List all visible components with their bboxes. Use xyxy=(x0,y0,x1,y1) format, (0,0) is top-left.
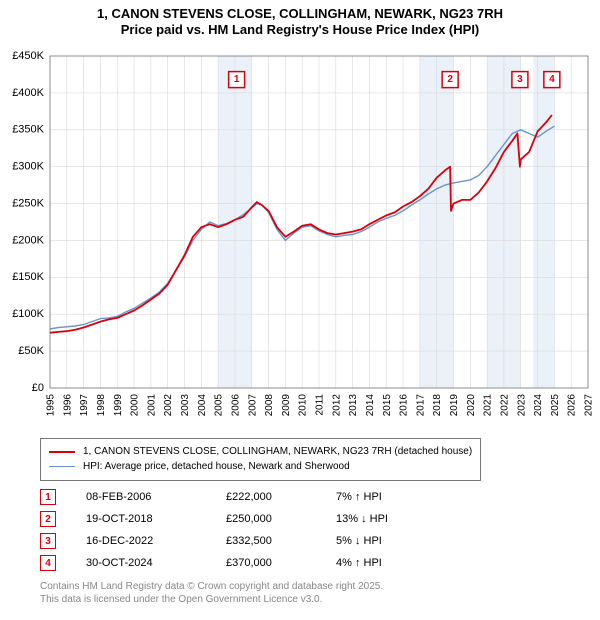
svg-text:2005: 2005 xyxy=(214,394,225,417)
svg-text:2021: 2021 xyxy=(483,394,494,417)
legend-row-2: HPI: Average price, detached house, Newa… xyxy=(49,459,472,474)
table-row: 4 30-OCT-2024 £370,000 4% ↑ HPI xyxy=(40,552,456,574)
svg-text:2017: 2017 xyxy=(415,394,426,417)
table-row: 1 08-FEB-2006 £222,000 7% ↑ HPI xyxy=(40,486,456,508)
page: 1, CANON STEVENS CLOSE, COLLINGHAM, NEWA… xyxy=(0,0,600,620)
txn-date: 08-FEB-2006 xyxy=(86,491,226,503)
svg-text:2011: 2011 xyxy=(315,394,326,416)
txn-price: £332,500 xyxy=(226,535,336,547)
svg-text:£0: £0 xyxy=(32,382,44,394)
txn-price: £250,000 xyxy=(226,513,336,525)
legend-swatch-1 xyxy=(49,451,75,453)
footer-line-2: This data is licensed under the Open Gov… xyxy=(40,593,383,606)
svg-text:2025: 2025 xyxy=(550,394,561,417)
svg-text:£400K: £400K xyxy=(12,87,44,99)
svg-text:2022: 2022 xyxy=(499,394,510,417)
svg-text:2023: 2023 xyxy=(516,394,527,417)
svg-text:£100K: £100K xyxy=(12,308,44,320)
svg-text:£200K: £200K xyxy=(12,234,44,246)
svg-text:2019: 2019 xyxy=(449,394,460,417)
svg-text:2006: 2006 xyxy=(230,394,241,417)
svg-text:1997: 1997 xyxy=(79,394,90,417)
svg-text:2009: 2009 xyxy=(281,394,292,417)
legend: 1, CANON STEVENS CLOSE, COLLINGHAM, NEWA… xyxy=(40,438,481,481)
table-row: 2 19-OCT-2018 £250,000 13% ↓ HPI xyxy=(40,508,456,530)
svg-text:1995: 1995 xyxy=(46,394,57,417)
txn-diff: 7% ↑ HPI xyxy=(336,491,456,503)
marker-box-2: 2 xyxy=(40,511,56,527)
svg-text:1998: 1998 xyxy=(96,394,107,417)
marker-box-4: 4 xyxy=(40,555,56,571)
legend-swatch-2 xyxy=(49,466,75,467)
svg-text:2018: 2018 xyxy=(432,394,443,417)
txn-diff: 4% ↑ HPI xyxy=(336,557,456,569)
svg-text:2010: 2010 xyxy=(298,394,309,417)
svg-text:2027: 2027 xyxy=(584,394,593,417)
svg-text:2002: 2002 xyxy=(163,394,174,417)
svg-text:2008: 2008 xyxy=(264,394,275,417)
svg-text:£300K: £300K xyxy=(12,161,44,173)
svg-text:2014: 2014 xyxy=(365,394,376,417)
title-block: 1, CANON STEVENS CLOSE, COLLINGHAM, NEWA… xyxy=(0,0,600,39)
svg-text:1999: 1999 xyxy=(113,394,124,417)
chart-svg: 1995 1996 1997 1998 1999 2000 2001 2002 2003 2004… xyxy=(8,50,592,430)
marker-box-1: 1 xyxy=(40,489,56,505)
table-row: 3 16-DEC-2022 £332,500 5% ↓ HPI xyxy=(40,530,456,552)
svg-text:£450K: £450K xyxy=(12,50,44,62)
marker-box-3: 3 xyxy=(40,533,56,549)
svg-text:£250K: £250K xyxy=(12,197,44,209)
svg-text:£150K: £150K xyxy=(12,271,44,283)
svg-text:2000: 2000 xyxy=(130,394,141,417)
svg-text:£350K: £350K xyxy=(12,124,44,136)
txn-price: £370,000 xyxy=(226,557,336,569)
legend-label-1: 1, CANON STEVENS CLOSE, COLLINGHAM, NEWA… xyxy=(83,444,472,459)
svg-text:2: 2 xyxy=(447,74,453,85)
svg-text:3: 3 xyxy=(517,74,523,85)
txn-diff: 13% ↓ HPI xyxy=(336,513,456,525)
svg-text:2013: 2013 xyxy=(348,394,359,417)
footer-line-1: Contains HM Land Registry data © Crown c… xyxy=(40,580,383,593)
svg-text:2003: 2003 xyxy=(180,394,191,417)
txn-date: 30-OCT-2024 xyxy=(86,557,226,569)
title-line-2: Price paid vs. HM Land Registry's House … xyxy=(0,22,600,38)
svg-text:2007: 2007 xyxy=(247,394,258,417)
svg-text:2012: 2012 xyxy=(331,394,342,417)
footer: Contains HM Land Registry data © Crown c… xyxy=(40,580,383,606)
svg-text:1996: 1996 xyxy=(62,394,73,417)
svg-text:2015: 2015 xyxy=(382,394,393,417)
txn-date: 16-DEC-2022 xyxy=(86,535,226,547)
svg-text:2024: 2024 xyxy=(533,394,544,417)
svg-text:£50K: £50K xyxy=(18,345,44,357)
svg-text:2004: 2004 xyxy=(197,394,208,417)
svg-text:1: 1 xyxy=(234,74,240,85)
svg-text:2026: 2026 xyxy=(567,394,578,417)
svg-text:2020: 2020 xyxy=(466,394,477,417)
txn-price: £222,000 xyxy=(226,491,336,503)
legend-row-1: 1, CANON STEVENS CLOSE, COLLINGHAM, NEWA… xyxy=(49,444,472,459)
transactions-table: 1 08-FEB-2006 £222,000 7% ↑ HPI 2 19-OCT… xyxy=(40,486,456,574)
svg-text:2001: 2001 xyxy=(146,394,157,417)
svg-text:4: 4 xyxy=(549,74,555,85)
legend-label-2: HPI: Average price, detached house, Newa… xyxy=(83,459,350,474)
chart: 1995 1996 1997 1998 1999 2000 2001 2002 2003 2004… xyxy=(8,50,592,430)
svg-text:2016: 2016 xyxy=(399,394,410,417)
title-line-1: 1, CANON STEVENS CLOSE, COLLINGHAM, NEWA… xyxy=(0,6,600,22)
txn-diff: 5% ↓ HPI xyxy=(336,535,456,547)
txn-date: 19-OCT-2018 xyxy=(86,513,226,525)
